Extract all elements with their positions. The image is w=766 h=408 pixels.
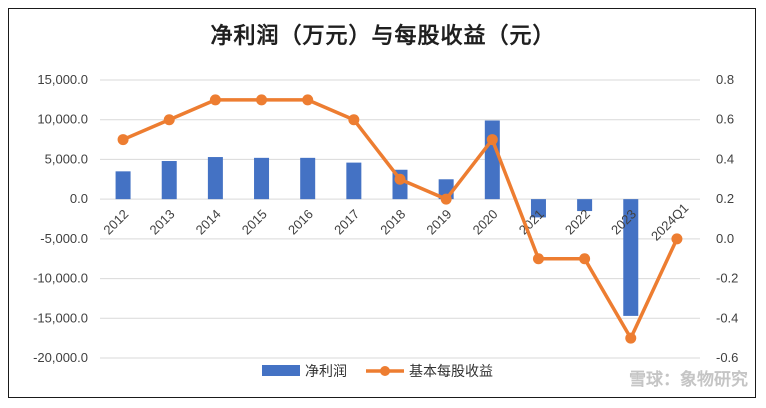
left-tick-label: -15,000.0 xyxy=(33,310,88,325)
bar-2014 xyxy=(207,157,223,200)
legend-swatch-marker xyxy=(380,366,390,376)
right-tick-label: -0.4 xyxy=(716,310,738,325)
eps-point-2017 xyxy=(348,114,360,126)
category-label: 2012 xyxy=(100,206,131,237)
right-tick-label: 0.2 xyxy=(716,191,734,206)
bar-2021 xyxy=(530,199,546,218)
chart-title: 净利润（万元）与每股收益（元） xyxy=(210,23,556,49)
left-tick-label: 0.0 xyxy=(70,191,88,206)
right-tick-label: -0.2 xyxy=(716,271,738,286)
eps-point-2023 xyxy=(625,332,637,344)
eps-point-2019 xyxy=(440,193,452,205)
left-tick-label: 15,000.0 xyxy=(37,72,88,87)
legend-swatch-bar xyxy=(262,365,300,376)
eps-point-2021 xyxy=(532,253,544,265)
right-tick-label: 0.0 xyxy=(716,231,734,246)
bar-2020 xyxy=(484,120,500,200)
legend-label-bar: 净利润 xyxy=(305,364,347,380)
watermark: 雪球：象物研究 xyxy=(629,370,748,390)
eps-point-2016 xyxy=(302,94,314,106)
category-label: 2018 xyxy=(377,206,408,237)
right-tick-label: 0.4 xyxy=(716,151,734,166)
bar-2023 xyxy=(623,199,639,316)
category-label: 2024Q1 xyxy=(648,200,691,243)
bar-2022 xyxy=(577,199,593,212)
eps-point-2012 xyxy=(117,134,129,146)
left-tick-label: -10,000.0 xyxy=(33,271,88,286)
legend-label-line: 基本每股收益 xyxy=(409,363,493,380)
category-label: 2013 xyxy=(147,206,178,237)
eps-point-2022 xyxy=(579,253,591,265)
eps-point-2020 xyxy=(486,134,498,146)
category-label: 2014 xyxy=(193,206,224,237)
bar-2013 xyxy=(161,161,177,200)
category-label: 2019 xyxy=(423,206,454,237)
bar-2017 xyxy=(346,162,362,200)
right-tick-label: -0.6 xyxy=(716,350,738,365)
right-tick-label: 0.6 xyxy=(716,112,734,127)
category-label: 2015 xyxy=(239,206,270,237)
category-label: 2016 xyxy=(285,206,316,237)
left-tick-label: -5,000.0 xyxy=(40,231,88,246)
bar-2012 xyxy=(115,171,131,200)
eps-point-2014 xyxy=(209,94,221,106)
bar-2015 xyxy=(254,157,270,200)
left-tick-label: -20,000.0 xyxy=(33,350,88,365)
bar-2016 xyxy=(300,157,316,200)
left-tick-label: 5,000.0 xyxy=(45,151,88,166)
eps-point-2015 xyxy=(256,94,268,106)
category-label: 2020 xyxy=(470,206,501,237)
category-label: 2022 xyxy=(562,206,593,237)
left-tick-label: 10,000.0 xyxy=(37,112,88,127)
eps-point-2018 xyxy=(394,173,406,185)
right-tick-label: 0.8 xyxy=(716,72,734,87)
category-label: 2017 xyxy=(331,206,362,237)
eps-point-2024Q1 xyxy=(671,233,683,245)
eps-point-2013 xyxy=(163,114,175,126)
